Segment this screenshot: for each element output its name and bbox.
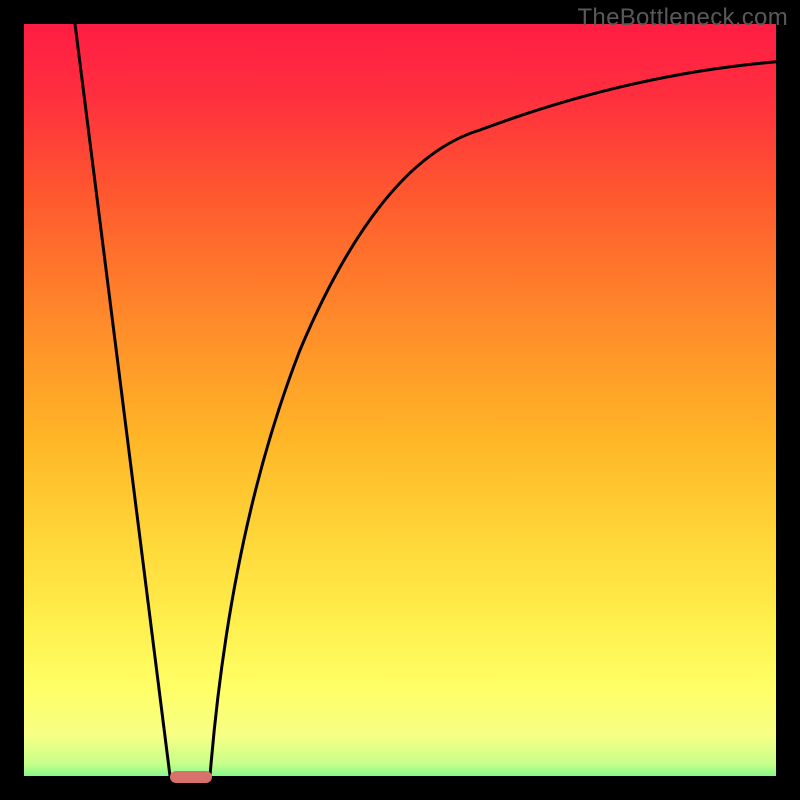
optimal-marker [170,771,212,783]
gradient-background [0,0,800,800]
watermark-text: TheBottleneck.com [577,4,788,32]
chart-container: TheBottleneck.com [0,0,800,800]
bottleneck-chart [0,0,800,800]
